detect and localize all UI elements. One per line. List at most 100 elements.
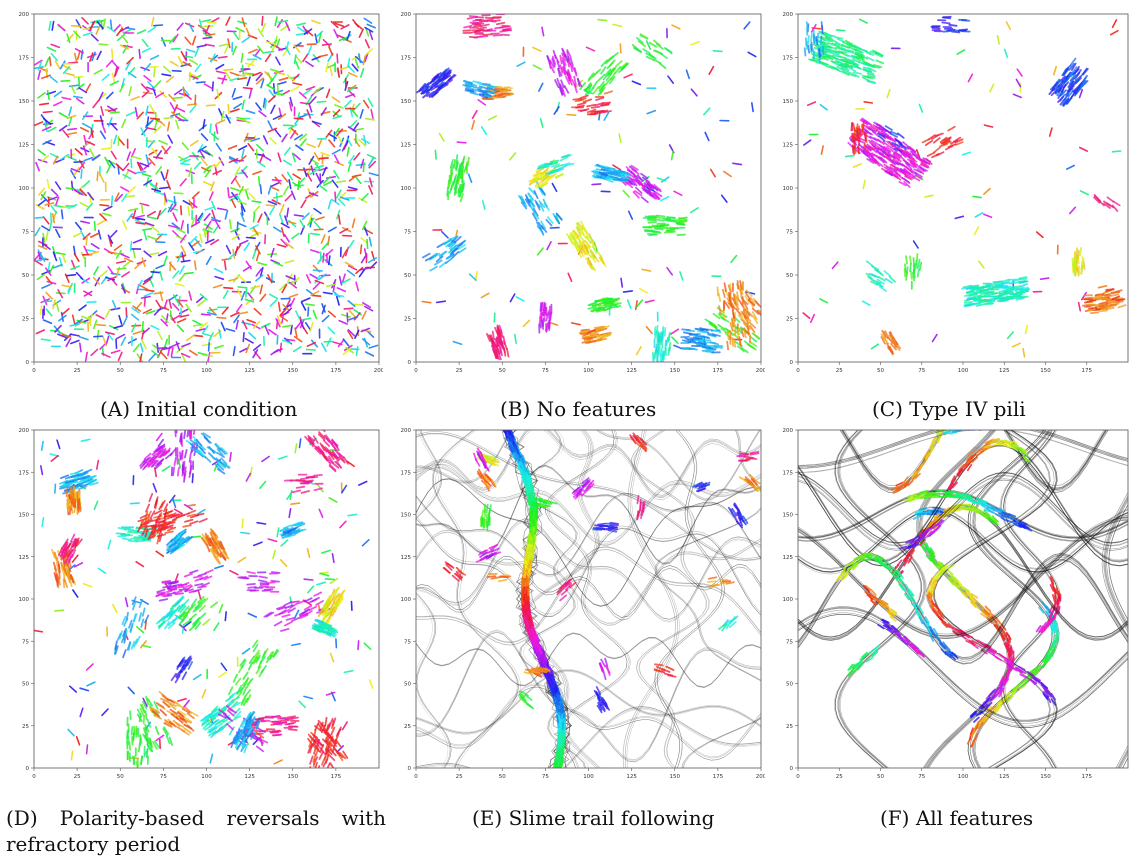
cell xyxy=(173,88,183,96)
cell xyxy=(335,128,344,137)
cell xyxy=(244,689,252,698)
cell xyxy=(685,69,691,80)
cell xyxy=(963,293,974,297)
cell xyxy=(182,699,190,709)
cell xyxy=(41,283,51,289)
cell xyxy=(560,79,565,89)
cell xyxy=(61,333,72,338)
cell xyxy=(245,287,248,298)
cell xyxy=(173,508,183,515)
cell xyxy=(870,139,879,146)
cell xyxy=(458,247,467,254)
cell xyxy=(343,307,354,310)
cell xyxy=(746,309,754,318)
cell xyxy=(209,533,217,542)
cell xyxy=(147,698,154,707)
cell xyxy=(318,751,324,760)
cell xyxy=(193,617,201,626)
cell xyxy=(539,118,544,128)
cell xyxy=(120,336,127,346)
cell xyxy=(75,221,82,231)
cell xyxy=(277,455,288,460)
cell xyxy=(155,264,165,270)
cell xyxy=(112,604,118,614)
cell xyxy=(255,745,265,753)
cell xyxy=(252,226,259,236)
cell xyxy=(888,170,896,178)
cell xyxy=(241,148,245,159)
cell xyxy=(1080,265,1084,275)
cell xyxy=(153,120,158,131)
cell xyxy=(364,39,370,49)
cell xyxy=(110,195,114,206)
cell xyxy=(89,52,94,63)
cell xyxy=(61,253,67,264)
cell xyxy=(618,65,626,73)
cell xyxy=(539,202,545,212)
cell xyxy=(343,669,354,674)
cell xyxy=(561,47,566,57)
cell xyxy=(290,190,296,200)
cell xyxy=(140,83,149,92)
cell xyxy=(313,152,320,162)
x-tick-label: 150 xyxy=(670,368,681,374)
cell xyxy=(284,604,294,609)
cell xyxy=(112,299,117,310)
cell xyxy=(188,167,192,178)
cell xyxy=(54,483,57,494)
y-tick-label: 100 xyxy=(19,186,30,192)
cell xyxy=(70,574,75,584)
cell xyxy=(141,704,146,714)
cell xyxy=(682,331,693,335)
cell xyxy=(1065,164,1076,170)
cell xyxy=(139,461,148,469)
cell xyxy=(342,348,351,356)
cell xyxy=(235,303,243,313)
cell xyxy=(422,91,430,99)
cell xyxy=(85,744,89,755)
cell xyxy=(225,704,234,712)
cell xyxy=(308,598,318,604)
cell xyxy=(296,599,307,605)
cell xyxy=(453,186,457,197)
cell xyxy=(889,146,898,153)
cell xyxy=(857,137,861,147)
cell xyxy=(852,145,855,156)
y-tick-label: 100 xyxy=(401,186,412,192)
cell xyxy=(169,261,172,272)
cell xyxy=(444,237,452,246)
cell xyxy=(70,485,80,491)
cell xyxy=(139,342,144,353)
cell xyxy=(546,216,554,225)
cell xyxy=(919,163,929,169)
cell xyxy=(253,649,261,658)
cell xyxy=(595,308,606,313)
cell xyxy=(321,314,330,323)
cell xyxy=(199,233,203,244)
y-tick-label: 100 xyxy=(783,186,794,192)
cell xyxy=(148,65,159,69)
cell xyxy=(159,270,163,281)
x-tick-label: 0 xyxy=(796,368,800,374)
x-tick-label: 25 xyxy=(456,368,463,374)
cell xyxy=(289,96,294,107)
cell xyxy=(1105,287,1115,293)
cell xyxy=(644,299,655,304)
cell xyxy=(315,216,325,221)
cell xyxy=(307,45,313,55)
cell xyxy=(257,727,266,733)
cell xyxy=(117,351,123,362)
cell xyxy=(1078,246,1083,257)
cell xyxy=(224,695,234,703)
cell xyxy=(810,41,813,51)
cell xyxy=(856,56,865,61)
cell xyxy=(261,455,270,463)
cell xyxy=(78,77,81,88)
cell xyxy=(430,82,439,90)
cell xyxy=(288,508,292,519)
cell xyxy=(445,242,454,248)
cell xyxy=(240,531,251,535)
cell xyxy=(73,483,84,488)
cell xyxy=(234,710,242,719)
cell xyxy=(367,97,374,107)
